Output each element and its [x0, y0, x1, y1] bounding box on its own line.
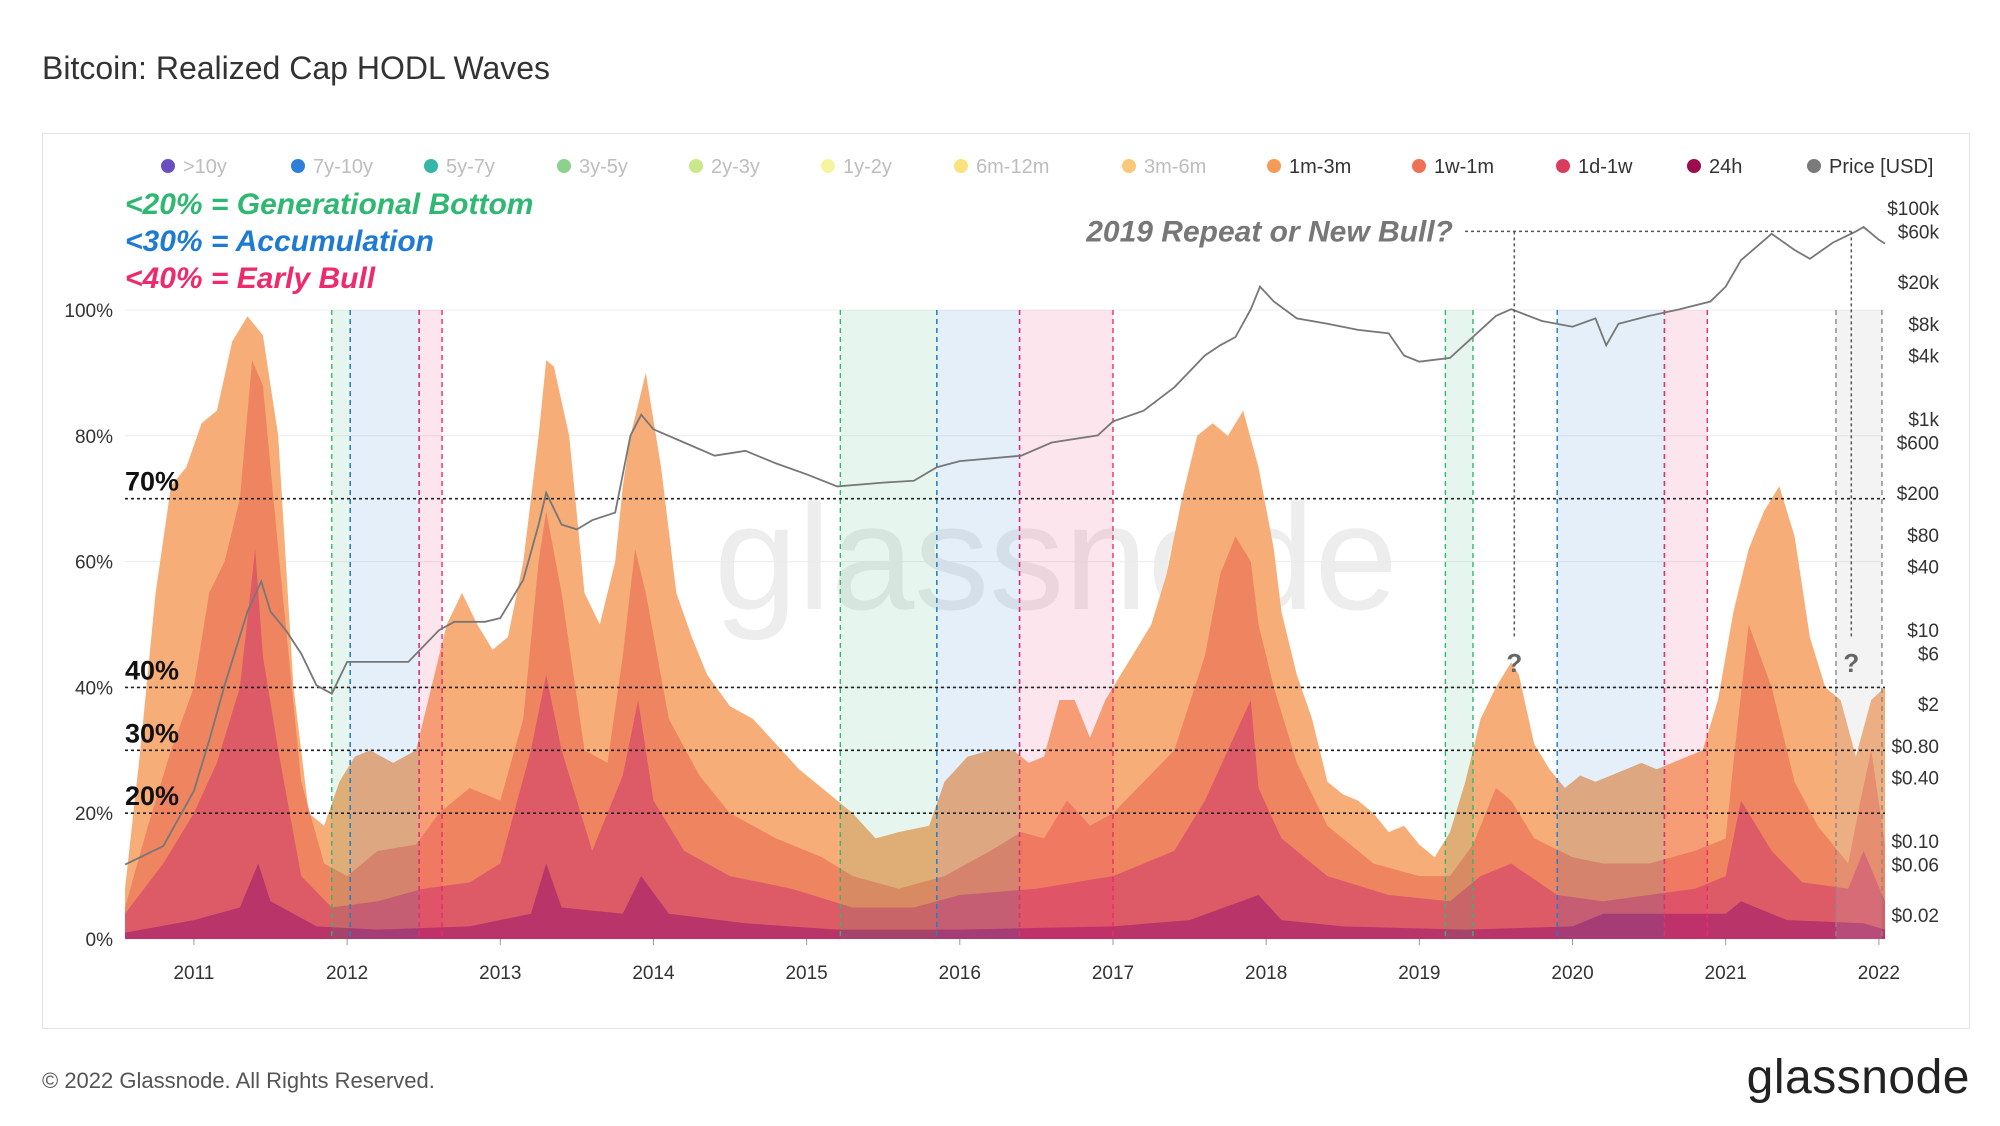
y-tick-label: 60% — [75, 553, 113, 574]
question-annotation: 2019 Repeat or New Bull? — [1085, 215, 1453, 248]
chart-frame: glassnode 0% 20% 40% 60% 80% 100% 70% 40% 30% 20%?… — [42, 133, 1970, 1029]
x-tick-label: 2014 — [632, 963, 675, 984]
level-label-70: 70% — [125, 467, 179, 497]
zone-generational-bottom — [1445, 310, 1473, 939]
price-tick-label: $60k — [1898, 222, 1940, 243]
zone-early-bull — [1664, 310, 1708, 939]
zone-accumulation — [1557, 310, 1665, 939]
accumulation-note: <30% = Accumulation — [125, 225, 434, 258]
price-tick-label: $80 — [1907, 526, 1939, 547]
y-tick-label: 20% — [75, 804, 113, 825]
legend-item: 2y-3y — [711, 156, 760, 178]
price-tick-label: $2 — [1918, 695, 1939, 716]
x-tick-label: 2017 — [1092, 963, 1134, 984]
legend-swatch — [1122, 159, 1136, 173]
legend-item: 3m-6m — [1144, 156, 1206, 178]
zone-early-bull — [419, 310, 443, 939]
x-tick-label: 2019 — [1398, 963, 1440, 984]
x-tick-label: 2015 — [785, 963, 827, 984]
glassnode-logo: glassnode — [1746, 1051, 1970, 1104]
legend-swatch — [291, 159, 305, 173]
zone-accumulation — [350, 310, 420, 939]
price-tick-label: $4k — [1908, 347, 1939, 368]
y-tick-label: 40% — [75, 678, 113, 699]
price-tick-label: $0.40 — [1891, 769, 1939, 790]
legend-swatch — [821, 159, 835, 173]
level-label-30: 30% — [125, 718, 179, 748]
legend-swatch — [557, 159, 571, 173]
x-tick-label: 2016 — [939, 963, 981, 984]
zone-accumulation — [936, 310, 1020, 939]
legend-item: 1y-2y — [843, 156, 892, 178]
level-label-20: 20% — [125, 781, 179, 811]
legend-swatch — [1267, 159, 1281, 173]
legend-item: 3y-5y — [579, 156, 628, 178]
x-tick-label: 2020 — [1551, 963, 1593, 984]
price-tick-label: $6 — [1918, 645, 1939, 666]
legend-item: 1w-1m — [1434, 156, 1494, 178]
legend-swatch — [1412, 159, 1426, 173]
question-mark: ? — [1506, 648, 1522, 678]
x-tick-label: 2011 — [173, 963, 214, 984]
area-1d-1w — [125, 549, 1885, 939]
legend-swatch — [424, 159, 438, 173]
early-bull-note: <40% = Early Bull — [125, 262, 376, 295]
legend-item: 7y-10y — [313, 156, 373, 178]
legend-swatch — [1556, 159, 1570, 173]
price-tick-label: $600 — [1897, 433, 1939, 454]
x-tick-label: 2012 — [326, 963, 368, 984]
x-tick-label: 2022 — [1858, 963, 1900, 984]
y-tick-label: 80% — [75, 427, 113, 448]
level-label-40: 40% — [125, 655, 179, 685]
legend-swatch — [689, 159, 703, 173]
page-title: Bitcoin: Realized Cap HODL Waves — [42, 50, 551, 86]
price-tick-label: $10 — [1907, 621, 1939, 642]
price-tick-label: $0.10 — [1891, 832, 1939, 853]
legend-swatch — [1807, 159, 1821, 173]
legend-item: Price [USD] — [1829, 156, 1933, 178]
price-tick-label: $1k — [1908, 410, 1939, 431]
price-line — [124, 225, 1886, 866]
x-tick-label: 2018 — [1245, 963, 1287, 984]
copyright-text: © 2022 Glassnode. All Rights Reserved. — [42, 1068, 435, 1093]
legend-item: >10y — [183, 156, 227, 178]
hodl-waves-chart: glassnode 0% 20% 40% 60% 80% 100% 70% 40% 30% 20%?… — [64, 156, 1940, 984]
price-tick-label: $100k — [1887, 199, 1939, 220]
legend-item: 5y-7y — [446, 156, 495, 178]
legend-item: 6m-12m — [976, 156, 1049, 178]
x-tick-label: 2021 — [1705, 963, 1747, 984]
zone-projection — [1835, 310, 1882, 939]
area-24h — [125, 863, 1885, 939]
watermark-text: glassnode — [714, 473, 1398, 641]
zone-early-bull — [1019, 310, 1113, 939]
legend-swatch — [954, 159, 968, 173]
y-tick-label: 100% — [64, 301, 113, 322]
legend-swatch — [1687, 159, 1701, 173]
price-tick-label: $8k — [1908, 315, 1939, 336]
y-tick-label: 0% — [86, 930, 114, 951]
zone-generational-bottom — [331, 310, 351, 939]
price-tick-label: $20k — [1898, 273, 1940, 294]
price-tick-label: $0.06 — [1891, 856, 1939, 877]
legend-item: 1m-3m — [1289, 156, 1351, 178]
legend-item: 1d-1w — [1578, 156, 1633, 178]
zone-generational-bottom — [840, 310, 937, 939]
price-tick-label: $40 — [1907, 558, 1939, 579]
price-tick-label: $0.02 — [1891, 906, 1939, 927]
generational-bottom-note: <20% = Generational Bottom — [125, 188, 533, 221]
x-tick-label: 2013 — [479, 963, 521, 984]
price-tick-label: $200 — [1897, 484, 1939, 505]
legend-swatch — [161, 159, 175, 173]
question-mark: ? — [1843, 648, 1859, 678]
price-tick-label: $0.80 — [1891, 737, 1939, 758]
legend-item: 24h — [1709, 156, 1742, 178]
